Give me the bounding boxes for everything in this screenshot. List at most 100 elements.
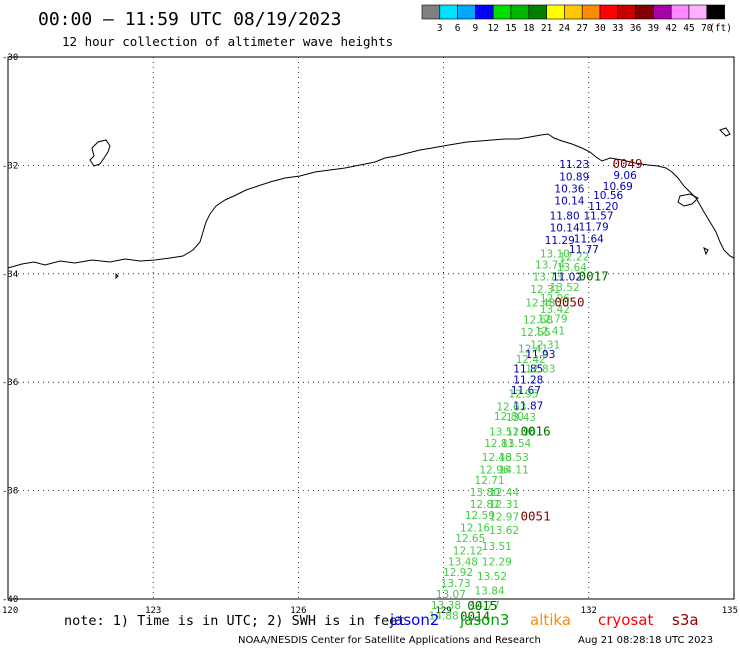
legend-label: 15 [505, 23, 516, 34]
swh-value: 13.52 [550, 282, 580, 294]
swh-value: 12.96 [479, 464, 509, 476]
swh-value: 12.48 [525, 297, 555, 309]
legend-label: 36 [630, 23, 642, 34]
pass-number: 0049 [612, 156, 642, 171]
legend-label: 30 [594, 23, 606, 34]
credit-line: NOAA/NESDIS Center for Satellite Applica… [238, 635, 541, 646]
map-title: 00:00 – 11:59 UTC 08/19/2023 [38, 9, 341, 30]
swh-value: 12.65 [455, 533, 485, 545]
lat-label: -38 [2, 487, 18, 497]
legend-label: 27 [576, 23, 587, 34]
swh-value: 13.48 [448, 556, 478, 568]
swh-value: 11.77 [569, 244, 599, 256]
swh-value: 10.14 [554, 195, 584, 207]
swh-value: 13.51 [489, 426, 519, 438]
swh-value: 11.93 [525, 349, 555, 361]
swh-value: 12.90 [506, 426, 536, 438]
lon-label: 132 [581, 606, 597, 616]
legend-label: 39 [648, 23, 660, 34]
legend-swatch [510, 4, 530, 20]
swh-value: 12.63 [496, 401, 526, 413]
swh-value: 12.55 [521, 327, 551, 339]
legend-swatch [421, 4, 441, 20]
pass-number: 0017 [579, 268, 609, 283]
legend-label: 70 [701, 23, 713, 34]
swh-value: 11.79 [579, 221, 609, 233]
legend-label: 21 [541, 23, 553, 34]
swh-value: 10.56 [593, 190, 623, 202]
recherche-islands [89, 139, 111, 167]
swh-value: 12.16 [460, 522, 490, 534]
legend-swatch [617, 4, 636, 20]
legend-swatch [492, 4, 512, 20]
swh-value: 11.80 [550, 211, 580, 223]
swh-value: 11.87 [513, 400, 543, 412]
legend-swatch [439, 4, 458, 20]
mission-cryosat: cryosat [598, 611, 653, 629]
swh-value: 12.41 [535, 326, 565, 338]
swh-value: 12.97 [489, 511, 519, 523]
swh-value: 12.12 [453, 546, 483, 558]
swh-value: 13.53 [499, 452, 529, 464]
swh-value: 13.64 [557, 262, 587, 274]
swh-value: 14.88 [429, 611, 459, 623]
swh-value: 13.42 [540, 304, 570, 316]
swh-value: 11.23 [559, 159, 589, 171]
australia-south-coast [7, 133, 735, 269]
small-islet [115, 272, 119, 280]
swh-value: 12.22 [559, 251, 589, 263]
swh-value: 14.77 [470, 600, 500, 612]
swh-value: 12.44 [489, 487, 519, 499]
lat-label: -36 [2, 378, 18, 388]
swh-color-legend: 3 6 9 12 15 18 21 24 27 30 33 36 39 42 45 70(ft) [421, 4, 732, 34]
lon-label: 129 [435, 606, 451, 616]
swh-value: 13.54 [501, 438, 531, 450]
lat-label: -30 [2, 53, 18, 63]
mission-legend: jason2 jason3 altika cryosat s3a [389, 611, 699, 629]
mission-s3a: s3a [672, 611, 699, 629]
legend-swatch [670, 4, 690, 20]
swh-value: 9.06 [613, 170, 637, 182]
legend-label: 12 [487, 23, 498, 34]
legend-swatch [564, 4, 583, 20]
coastline [7, 127, 735, 280]
kangaroo-island [677, 193, 699, 207]
swh-value: 13.51 [482, 541, 512, 553]
swh-value: 11.02 [552, 271, 582, 283]
swh-value: 11.85 [513, 363, 543, 375]
legend-swatch [528, 4, 547, 20]
lon-label: 123 [145, 606, 161, 616]
legend-swatch [653, 4, 672, 20]
pass-number: 0016 [521, 423, 551, 438]
swh-value: 11.67 [511, 385, 541, 397]
swh-value: 12.95 [508, 388, 538, 400]
legend-swatch [635, 4, 654, 20]
swh-value: 13.73 [441, 578, 471, 590]
swh-value: 13.07 [436, 589, 466, 601]
pass-number: 0014 [460, 609, 490, 624]
swh-value: 12.42 [516, 354, 546, 366]
swh-value: 12.96 [540, 293, 570, 305]
footer-note: note: 1) Time is in UTC; 2) SWH is in fe… [64, 613, 405, 629]
swh-value: 12.80 [494, 411, 524, 423]
swh-value: 12.59 [465, 510, 495, 522]
mission-jason3: jason3 [459, 611, 509, 629]
swh-value: 13.38 [431, 600, 461, 612]
swh-value: 12.71 [475, 475, 505, 487]
pass-number: 0015 [467, 598, 497, 613]
lon-label: 126 [290, 606, 306, 616]
legend-unit: (ft) [709, 23, 732, 34]
pass-number: 0050 [554, 294, 584, 309]
swh-value: 10.36 [554, 184, 584, 196]
lat-label: -40 [2, 595, 18, 605]
legend-label: 3 [437, 23, 443, 34]
swh-value: 12.31 [489, 499, 519, 511]
legend-swatch [546, 4, 565, 20]
swh-value: 10.89 [559, 172, 589, 184]
lat-label: -34 [2, 270, 18, 280]
legend-label: 24 [559, 23, 571, 34]
swh-value: 13.84 [475, 586, 505, 598]
legend-label: 33 [612, 23, 623, 34]
swh-value: 12.68 [523, 315, 553, 327]
